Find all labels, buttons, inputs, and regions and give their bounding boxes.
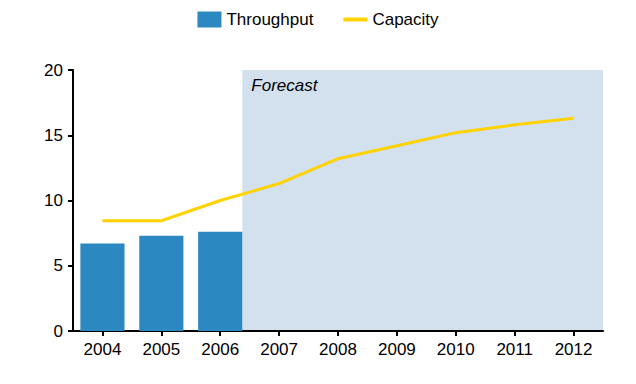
svg-text:2010: 2010	[437, 340, 475, 359]
svg-text:Capacity: Capacity	[372, 10, 439, 29]
svg-text:Forecast: Forecast	[251, 76, 318, 95]
svg-text:20: 20	[44, 61, 63, 80]
svg-text:2012: 2012	[555, 340, 593, 359]
svg-text:0: 0	[54, 322, 63, 341]
svg-text:2008: 2008	[319, 340, 357, 359]
svg-text:15: 15	[44, 126, 63, 145]
svg-text:10: 10	[44, 191, 63, 210]
svg-text:Throughput: Throughput	[226, 10, 313, 29]
svg-text:2011: 2011	[496, 340, 533, 359]
svg-text:2009: 2009	[378, 340, 416, 359]
svg-text:2004: 2004	[84, 340, 122, 359]
svg-text:2007: 2007	[260, 340, 298, 359]
svg-text:5: 5	[54, 256, 63, 275]
svg-text:2006: 2006	[201, 340, 239, 359]
svg-text:2005: 2005	[142, 340, 180, 359]
